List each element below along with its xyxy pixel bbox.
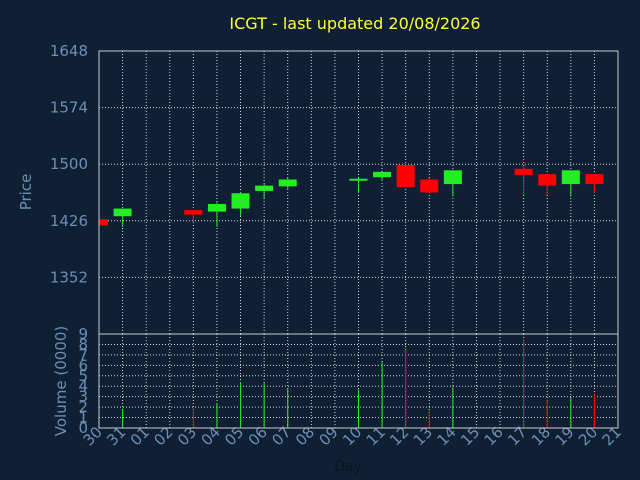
candle-06 <box>255 184 274 198</box>
volume-tick-label: 4 <box>78 377 88 395</box>
volume-bars <box>122 339 595 428</box>
volume-axis-label: Volume (0000) <box>52 326 70 436</box>
candle-body <box>207 203 226 212</box>
price-tick-label: 1574 <box>50 99 88 117</box>
candle-04 <box>207 202 226 227</box>
candle-body <box>561 170 580 185</box>
candle-19 <box>561 170 580 197</box>
candle-body <box>538 174 557 186</box>
candle-body <box>113 208 132 217</box>
candle-body <box>443 170 462 185</box>
candle-30 <box>98 219 108 226</box>
volume-tick-label: 3 <box>78 388 88 406</box>
price-tick-labels: 1648 1574 1500 1426 1352 <box>50 42 88 286</box>
candle-11 <box>373 171 392 182</box>
candle-body <box>420 179 439 193</box>
candle-20 <box>585 173 604 194</box>
candle-13 <box>420 177 439 194</box>
candle-31 <box>113 208 132 227</box>
candle-body <box>514 168 533 175</box>
candles <box>98 164 604 227</box>
volume-tick-label: 5 <box>78 367 88 385</box>
price-tick-label: 1648 <box>50 42 88 60</box>
volume-tick-label: 6 <box>78 356 88 374</box>
candle-body <box>585 174 604 185</box>
chart-title: ICGT - last updated 20/08/2026 <box>229 14 480 33</box>
candle-body <box>99 219 108 226</box>
candle-body <box>349 178 368 181</box>
candle-17 <box>514 165 533 195</box>
candle-body <box>184 210 203 215</box>
volume-tick-label: 0 <box>78 419 88 437</box>
volume-panel-frame <box>98 333 619 429</box>
candle-05 <box>231 191 250 217</box>
candle-14 <box>443 170 462 197</box>
candle-body <box>373 171 392 178</box>
volume-tick-label: 7 <box>78 346 88 364</box>
candle-body <box>396 164 415 188</box>
volume-tick-label: 8 <box>78 335 88 353</box>
candle-10 <box>349 177 368 194</box>
candle-body <box>255 185 274 191</box>
candle-body <box>231 193 250 209</box>
price-tick-label: 1426 <box>50 212 88 230</box>
candle-12 <box>396 164 415 188</box>
candle-18 <box>538 173 557 195</box>
candle-03 <box>184 210 203 223</box>
price-tick-label: 1500 <box>50 155 88 173</box>
candle-07 <box>278 177 297 189</box>
x-tick-labels: 3031010203040506070809101112131415161718… <box>80 423 625 449</box>
volume-tick-label: 9 <box>78 325 88 343</box>
x-axis-label: Day <box>334 459 362 475</box>
volume-tick-label: 1 <box>78 409 88 427</box>
candle-body <box>278 179 297 187</box>
price-axis-label: Price <box>17 174 35 211</box>
price-tick-label: 1352 <box>50 268 88 286</box>
volume-tick-label: 2 <box>78 398 88 416</box>
